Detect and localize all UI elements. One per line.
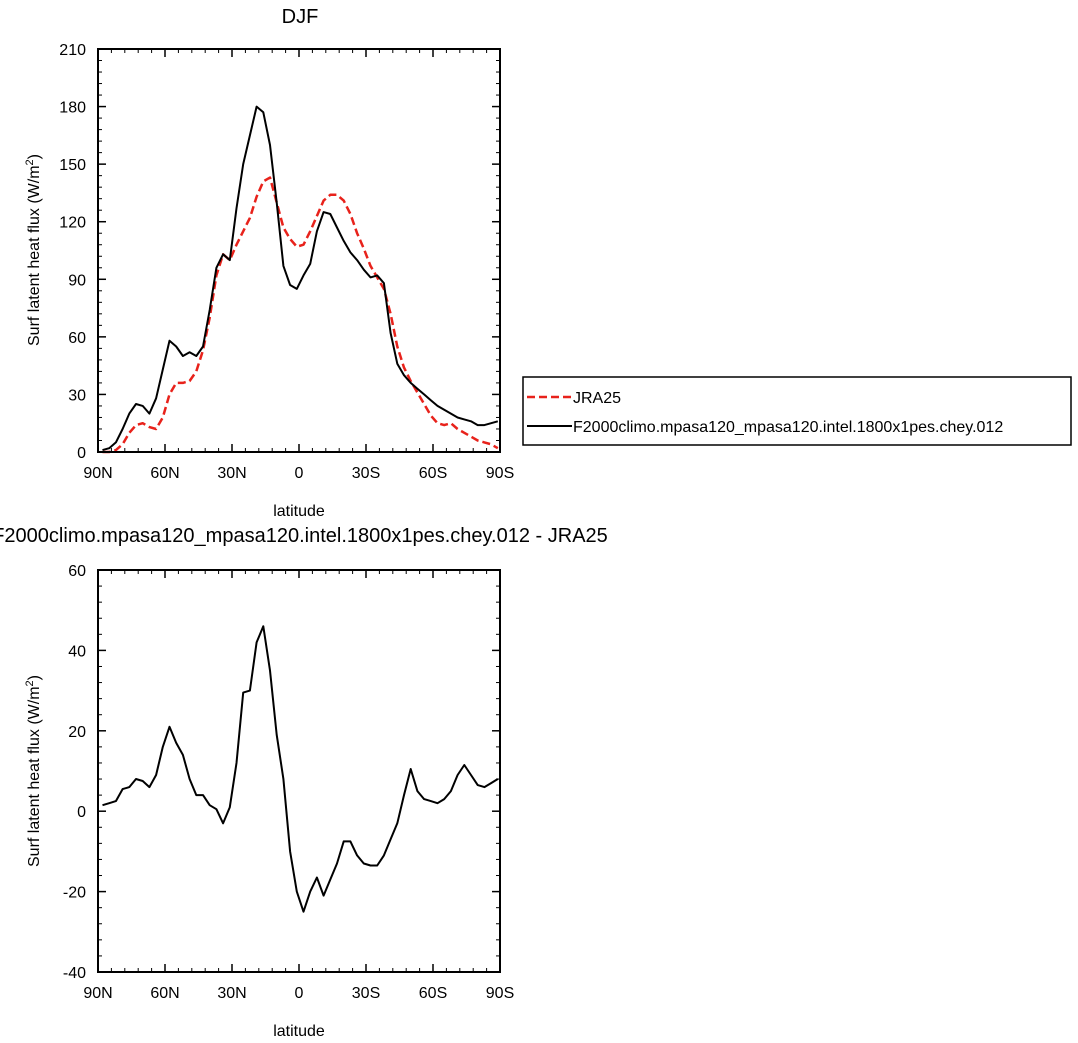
top-y-tick-label: 0 — [77, 445, 86, 462]
top-y-tick-label: 90 — [68, 272, 86, 289]
top-axis-ticks: 90N 60N 30N 0 30S 60S 90S 0 30 60 90 120 150 180 210 — [59, 42, 514, 482]
top-x-tick-label: 90N — [83, 465, 112, 482]
legend: JRA25 F2000climo.mpasa120_mpasa120.intel… — [522, 376, 1072, 446]
bottom-x-tick-label: 0 — [295, 985, 304, 1002]
bottom-series-lines — [102, 625, 499, 913]
bottom-y-tick-label: -40 — [63, 965, 86, 982]
top-series-line-0 — [102, 176, 499, 454]
top-x-tick-label: 30N — [217, 465, 246, 482]
top-y-tick-label: 150 — [59, 157, 86, 174]
top-title: DJF — [282, 6, 319, 28]
bottom-title: F2000climo.mpasa120_mpasa120.intel.1800x… — [0, 525, 608, 547]
bottom-x-axis-label: latitude — [273, 1023, 325, 1040]
legend-box — [522, 376, 1072, 446]
top-y-tick-label: 60 — [68, 330, 86, 347]
top-plot-frame — [97, 48, 501, 453]
top-y-axis-label: Surf latent heat flux (W/m2) — [24, 154, 43, 346]
top-x-axis-label: latitude — [273, 503, 325, 520]
top-y-tick-label: 120 — [59, 215, 86, 232]
top-x-tick-label: 0 — [295, 465, 304, 482]
bottom-axis-ticks: 90N 60N 30N 0 30S 60S 90S -40 -20 0 20 40 60 — [63, 563, 514, 1002]
top-x-tick-label: 30S — [352, 465, 380, 482]
bottom-x-tick-label: 90N — [83, 985, 112, 1002]
bottom-y-tick-label: 0 — [77, 804, 86, 821]
bottom-series-line-0 — [102, 625, 499, 913]
top-x-tick-label: 60N — [150, 465, 179, 482]
legend-label-model: F2000climo.mpasa120_mpasa120.intel.1800x… — [573, 419, 1003, 436]
bottom-y-tick-label: 20 — [68, 724, 86, 741]
top-panel: DJF 90N 60N 30N 0 30S 60S 90S 0 30 60 90 120 150 180 2… — [24, 6, 514, 520]
top-series-line-1 — [102, 105, 499, 452]
top-y-tick-label: 30 — [68, 387, 86, 404]
legend-label-jra25: JRA25 — [573, 390, 621, 407]
bottom-plot-frame — [97, 569, 501, 973]
bottom-panel: F2000climo.mpasa120_mpasa120.intel.1800x… — [0, 525, 608, 1040]
top-y-tick-label: 180 — [59, 100, 86, 117]
bottom-y-tick-label: -20 — [63, 885, 86, 902]
bottom-x-tick-label: 30S — [352, 985, 380, 1002]
bottom-x-tick-label: 60S — [419, 985, 447, 1002]
top-x-tick-label: 90S — [486, 465, 514, 482]
top-x-tick-label: 60S — [419, 465, 447, 482]
bottom-x-tick-label: 90S — [486, 985, 514, 1002]
top-y-tick-label: 210 — [59, 42, 86, 59]
bottom-y-tick-label: 60 — [68, 563, 86, 580]
bottom-x-tick-label: 60N — [150, 985, 179, 1002]
top-series-lines — [102, 105, 499, 454]
bottom-y-axis-label: Surf latent heat flux (W/m2) — [24, 675, 43, 867]
bottom-y-tick-label: 40 — [68, 643, 86, 660]
bottom-x-tick-label: 30N — [217, 985, 246, 1002]
